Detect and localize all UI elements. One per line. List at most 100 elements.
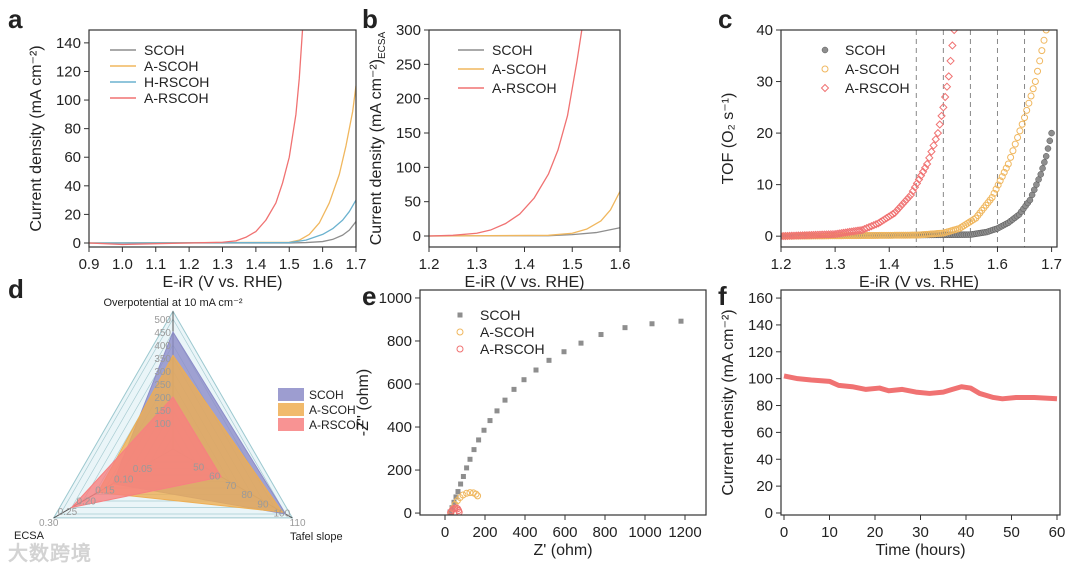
legend-swatch-A-RSCOH <box>278 418 304 431</box>
data-point-SCOH <box>476 437 482 443</box>
data-point-SCOH <box>471 447 477 453</box>
data-point-A-RSCOH <box>944 72 953 81</box>
radar-tick-label: 300 <box>154 367 171 378</box>
plot-frame <box>88 29 357 248</box>
legend-label-A-SCOH: A-SCOH <box>845 61 899 77</box>
legend-swatch-SCOH <box>278 388 304 401</box>
y-axis-label: TOF (O₂ s⁻¹) <box>720 93 737 185</box>
data-point-A-RSCOH <box>900 197 910 206</box>
data-point-A-SCOH <box>1038 47 1046 55</box>
data-point-A-RSCOH <box>904 192 914 202</box>
data-point-SCOH <box>546 357 552 363</box>
data-point-SCOH <box>455 489 461 495</box>
radar-tick-label: 100 <box>154 419 171 430</box>
plot-area <box>781 30 1055 241</box>
panel-e: e 0 200 400 600 800 1000 1200 0 200 400 600 800 1000 Z… <box>355 281 707 559</box>
x-tick-label: 0 <box>780 524 788 541</box>
data-point-A-SCOH <box>1040 36 1048 44</box>
y-tick-label: 100 <box>56 92 81 109</box>
y-tick-label: 200 <box>396 91 421 108</box>
plot-frame <box>780 289 1061 516</box>
x-tick-label: 1.6 <box>610 256 631 273</box>
x-tick-label: 40 <box>958 524 975 541</box>
data-point-A-RSCOH <box>890 208 899 218</box>
x-tick-label: 600 <box>552 524 577 541</box>
x-tick-label: 1.3 <box>825 256 846 273</box>
y-tick-label: 20 <box>64 206 81 223</box>
data-point-SCOH <box>1048 129 1055 137</box>
y-tick-label: 50 <box>404 194 421 211</box>
data-point-A-RSCOH <box>927 147 936 156</box>
series-line-A-SCOH <box>429 191 620 237</box>
legend-label-SCOH: SCOH <box>492 42 532 58</box>
y-tick-label: 120 <box>56 63 81 80</box>
y-tick-label: 40 <box>64 178 81 195</box>
x-axis-label: Z' (ohm) <box>533 542 592 559</box>
data-point-A-RSCOH <box>940 92 950 102</box>
y-tick-label: 40 <box>756 451 773 468</box>
radar-tick-label: 100 <box>273 509 290 520</box>
data-point-A-SCOH <box>1021 114 1029 122</box>
legend-marker-SCOH <box>457 312 463 318</box>
x-tick-label: 1.1 <box>145 256 166 273</box>
data-point-A-SCOH <box>1034 67 1042 75</box>
radar-tick-label: 400 <box>154 341 171 352</box>
data-point-A-RSCOH <box>902 195 912 204</box>
radar-tick-label: 150 <box>154 406 171 417</box>
data-point-A-SCOH <box>459 491 467 499</box>
y-tick-label: 80 <box>756 398 773 415</box>
x-tick-label: 1.5 <box>562 256 583 273</box>
data-point-A-RSCOH <box>931 135 940 144</box>
x-tick-label: 1.2 <box>419 256 440 273</box>
y-tick-label: 40 <box>756 22 773 39</box>
x-tick-label: 0.9 <box>79 256 100 273</box>
legend-label-A-RSCOH: A-RSCOH <box>309 418 364 432</box>
data-point-SCOH <box>578 340 584 346</box>
legend-marker-A-SCOH <box>821 65 829 73</box>
panel-d: 100 150 200 250 300 350 400 450 500 50 60 70 80 90 100… <box>14 297 364 543</box>
data-point-SCOH <box>649 321 655 327</box>
plot-frame <box>428 29 621 248</box>
y-tick-label: 120 <box>748 344 773 361</box>
data-point-A-SCOH <box>1009 147 1017 155</box>
data-point-A-SCOH <box>996 177 1004 185</box>
data-point-A-SCOH <box>463 489 471 497</box>
data-point-A-SCOH <box>1004 160 1012 168</box>
panel-label-b: b <box>362 4 378 34</box>
data-point-A-SCOH <box>1025 99 1033 107</box>
panel-c: c 1.2 1.3 1.4 1.5 1.6 1.7 0 10 20 30 40 E-iR (V vs. … <box>718 4 1062 291</box>
x-tick-label: 1200 <box>668 524 701 541</box>
data-point-SCOH <box>622 325 628 331</box>
data-point-A-RSCOH <box>933 128 943 138</box>
radar-tick-label: 110 <box>290 518 306 529</box>
radar-axis-label-overpotential: Overpotential at 10 mA cm⁻² <box>103 297 242 309</box>
x-tick-label: 1.4 <box>514 256 535 273</box>
data-point-A-SCOH <box>1031 78 1039 86</box>
x-tick-label: 1.6 <box>987 256 1008 273</box>
series-line-A-RSCOH <box>429 30 583 237</box>
radar-tick-label: 0.30 <box>39 518 59 529</box>
x-axis-label: E-iR (V vs. RHE) <box>163 274 283 291</box>
series-line-A-RSCOH <box>783 373 1058 402</box>
data-point-A-SCOH <box>1029 85 1037 93</box>
y-tick-label: 800 <box>387 333 412 350</box>
legend-marker-A-SCOH <box>456 328 464 336</box>
data-point-A-RSCOH <box>922 159 932 169</box>
panel-label-f: f <box>718 281 727 311</box>
legend-label-A-SCOH: A-SCOH <box>144 58 198 74</box>
radar-tick-label: 200 <box>154 393 171 404</box>
radar-grid-ring <box>59 318 287 515</box>
data-point-A-SCOH <box>1016 127 1024 135</box>
data-point-A-RSCOH <box>946 56 955 66</box>
y-tick-label: 100 <box>748 371 773 388</box>
y-tick-label: 100 <box>396 159 421 176</box>
data-point-A-SCOH <box>998 173 1006 181</box>
data-point-A-RSCOH <box>896 202 905 211</box>
series-line-A-SCOH <box>89 85 356 244</box>
data-point-SCOH <box>1041 159 1048 166</box>
radar-axis-label-ecsa: ECSA <box>14 530 45 542</box>
y-axis-label: Current density (mA cm⁻²)ECSA <box>368 31 388 245</box>
panel-label-c: c <box>718 4 732 34</box>
radar-tick-label: 50 <box>193 462 205 473</box>
panel-f: f 0 10 20 30 40 50 60 0 20 40 60 80 100 120 140 160 Time … <box>718 281 1065 559</box>
